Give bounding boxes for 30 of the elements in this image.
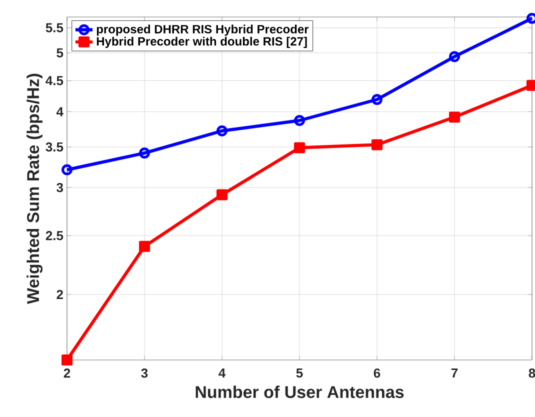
legend-label: proposed DHRR RIS Hybrid Precoder [96,24,309,36]
point [372,94,382,105]
y-tick-label: 5.5 [46,23,64,32]
x-tick-label: 7 [451,368,458,378]
y-tick-label: 3 [56,182,64,192]
x-tick-label: 4 [218,368,226,378]
x-axis-title: Number of User Antennas [196,386,404,398]
y-tick-label: 2.5 [46,231,64,240]
point [62,354,73,366]
point [449,112,460,123]
x-tick-label: 5 [296,368,303,378]
y-tick-label: 5 [56,48,64,58]
y-axis-title: Weighted Sum Rate (bps/Hz) [26,74,43,304]
legend-label: Hybrid Precoder with double RIS [27] [96,36,307,48]
point [449,51,460,62]
point [139,240,150,252]
x-tick-label: 8 [528,368,535,378]
y-tick-label: 3.5 [46,142,64,152]
point [294,114,305,126]
x-tick-label: 2 [64,368,70,378]
y-tick-label: 4.5 [46,76,64,86]
y-tick-label: 4 [56,107,64,116]
x-tick-label: 6 [374,368,380,378]
point [294,142,305,154]
point [216,125,228,136]
x-tick-label: 3 [141,368,148,378]
point [139,148,150,159]
point [216,189,228,200]
y-tick-label: 2 [56,290,63,300]
point [372,139,382,150]
